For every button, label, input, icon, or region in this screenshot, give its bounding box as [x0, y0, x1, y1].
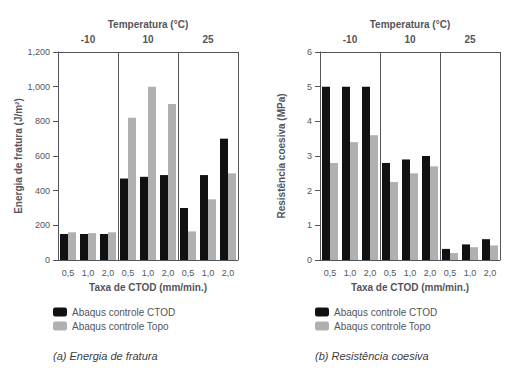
svg-text:2,0: 2,0: [102, 268, 115, 278]
svg-text:2,0: 2,0: [484, 268, 497, 278]
svg-text:1,0: 1,0: [344, 268, 357, 278]
svg-text:Abaqus controle CTOD: Abaqus controle CTOD: [72, 307, 175, 318]
svg-text:(b) Resistência coesiva: (b) Resistência coesiva: [315, 350, 429, 362]
svg-text:Resistência coesiva (MPa): Resistência coesiva (MPa): [276, 93, 287, 218]
svg-text:-10: -10: [343, 34, 358, 45]
svg-text:800: 800: [35, 116, 50, 126]
svg-text:Temperatura (°C): Temperatura (°C): [370, 19, 451, 30]
svg-text:-10: -10: [81, 34, 96, 45]
svg-text:Abaqus controle Topo: Abaqus controle Topo: [334, 321, 431, 332]
svg-text:400: 400: [35, 186, 50, 196]
svg-text:0,5: 0,5: [182, 268, 195, 278]
svg-text:2: 2: [307, 186, 312, 196]
svg-text:2,0: 2,0: [222, 268, 235, 278]
svg-text:0,5: 0,5: [122, 268, 135, 278]
svg-text:0,5: 0,5: [384, 268, 397, 278]
svg-text:(a) Energia de fratura: (a) Energia de fratura: [53, 350, 158, 362]
svg-text:2,0: 2,0: [424, 268, 437, 278]
svg-text:1,0: 1,0: [82, 268, 95, 278]
svg-text:1,0: 1,0: [464, 268, 477, 278]
svg-text:1,0: 1,0: [142, 268, 155, 278]
svg-text:0: 0: [45, 255, 50, 265]
svg-text:1,0: 1,0: [202, 268, 215, 278]
svg-text:Abaqus controle CTOD: Abaqus controle CTOD: [334, 307, 437, 318]
svg-text:2,0: 2,0: [364, 268, 377, 278]
svg-text:1,000: 1,000: [27, 82, 50, 92]
svg-text:1,0: 1,0: [404, 268, 417, 278]
svg-text:2,0: 2,0: [162, 268, 175, 278]
svg-text:Taxa de CTOD (mm/min.): Taxa de CTOD (mm/min.): [351, 282, 469, 293]
svg-text:3: 3: [307, 151, 312, 161]
svg-text:10: 10: [404, 34, 416, 45]
svg-text:Energia de fratura (J/m²): Energia de fratura (J/m²): [13, 98, 24, 214]
svg-text:10: 10: [142, 34, 154, 45]
svg-text:0,5: 0,5: [324, 268, 337, 278]
svg-text:0,5: 0,5: [62, 268, 75, 278]
svg-text:600: 600: [35, 151, 50, 161]
svg-text:Taxa de CTOD (mm/min.): Taxa de CTOD (mm/min.): [89, 282, 207, 293]
svg-text:6: 6: [307, 47, 312, 57]
svg-text:1,200: 1,200: [27, 47, 50, 57]
svg-text:1: 1: [307, 220, 312, 230]
svg-text:Temperatura (°C): Temperatura (°C): [108, 19, 189, 30]
svg-text:25: 25: [202, 34, 214, 45]
svg-text:0: 0: [307, 255, 312, 265]
svg-text:200: 200: [35, 220, 50, 230]
svg-text:25: 25: [464, 34, 476, 45]
svg-text:4: 4: [307, 116, 312, 126]
svg-text:Abaqus controle Topo: Abaqus controle Topo: [72, 321, 169, 332]
svg-text:0,5: 0,5: [444, 268, 457, 278]
svg-text:5: 5: [307, 82, 312, 92]
